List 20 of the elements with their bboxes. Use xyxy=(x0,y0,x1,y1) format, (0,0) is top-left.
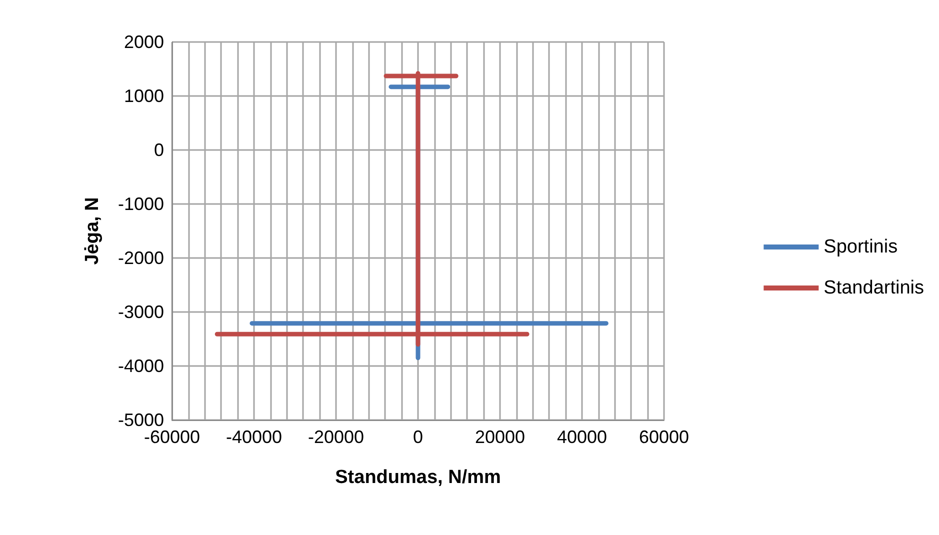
x-tick-label: 40000 xyxy=(556,427,608,447)
x-tick-label: -20000 xyxy=(308,427,364,447)
x-axis-title: Standumas, N/mm xyxy=(335,467,501,488)
y-tick-label: -3000 xyxy=(118,302,164,322)
x-tick-label: -60000 xyxy=(144,427,200,447)
y-tick-label: -5000 xyxy=(118,410,164,430)
y-tick-label: -1000 xyxy=(118,194,164,214)
y-tick-label: -2000 xyxy=(118,248,164,268)
y-tick-label: -4000 xyxy=(118,356,164,376)
line-series xyxy=(214,71,530,347)
legend-label: Standartinis xyxy=(824,278,924,298)
y-axis-title: Jėga, N xyxy=(82,197,103,265)
x-tick-label: 20000 xyxy=(474,427,526,447)
legend-label: Sportinis xyxy=(824,236,898,258)
y-tick-label: 1000 xyxy=(124,86,164,106)
x-tick-label: -40000 xyxy=(226,427,282,447)
x-tick-label: 60000 xyxy=(638,427,690,447)
y-tick-label: 2000 xyxy=(124,32,164,52)
y-tick-label: 0 xyxy=(154,140,164,160)
x-tick-label: 0 xyxy=(412,427,424,447)
